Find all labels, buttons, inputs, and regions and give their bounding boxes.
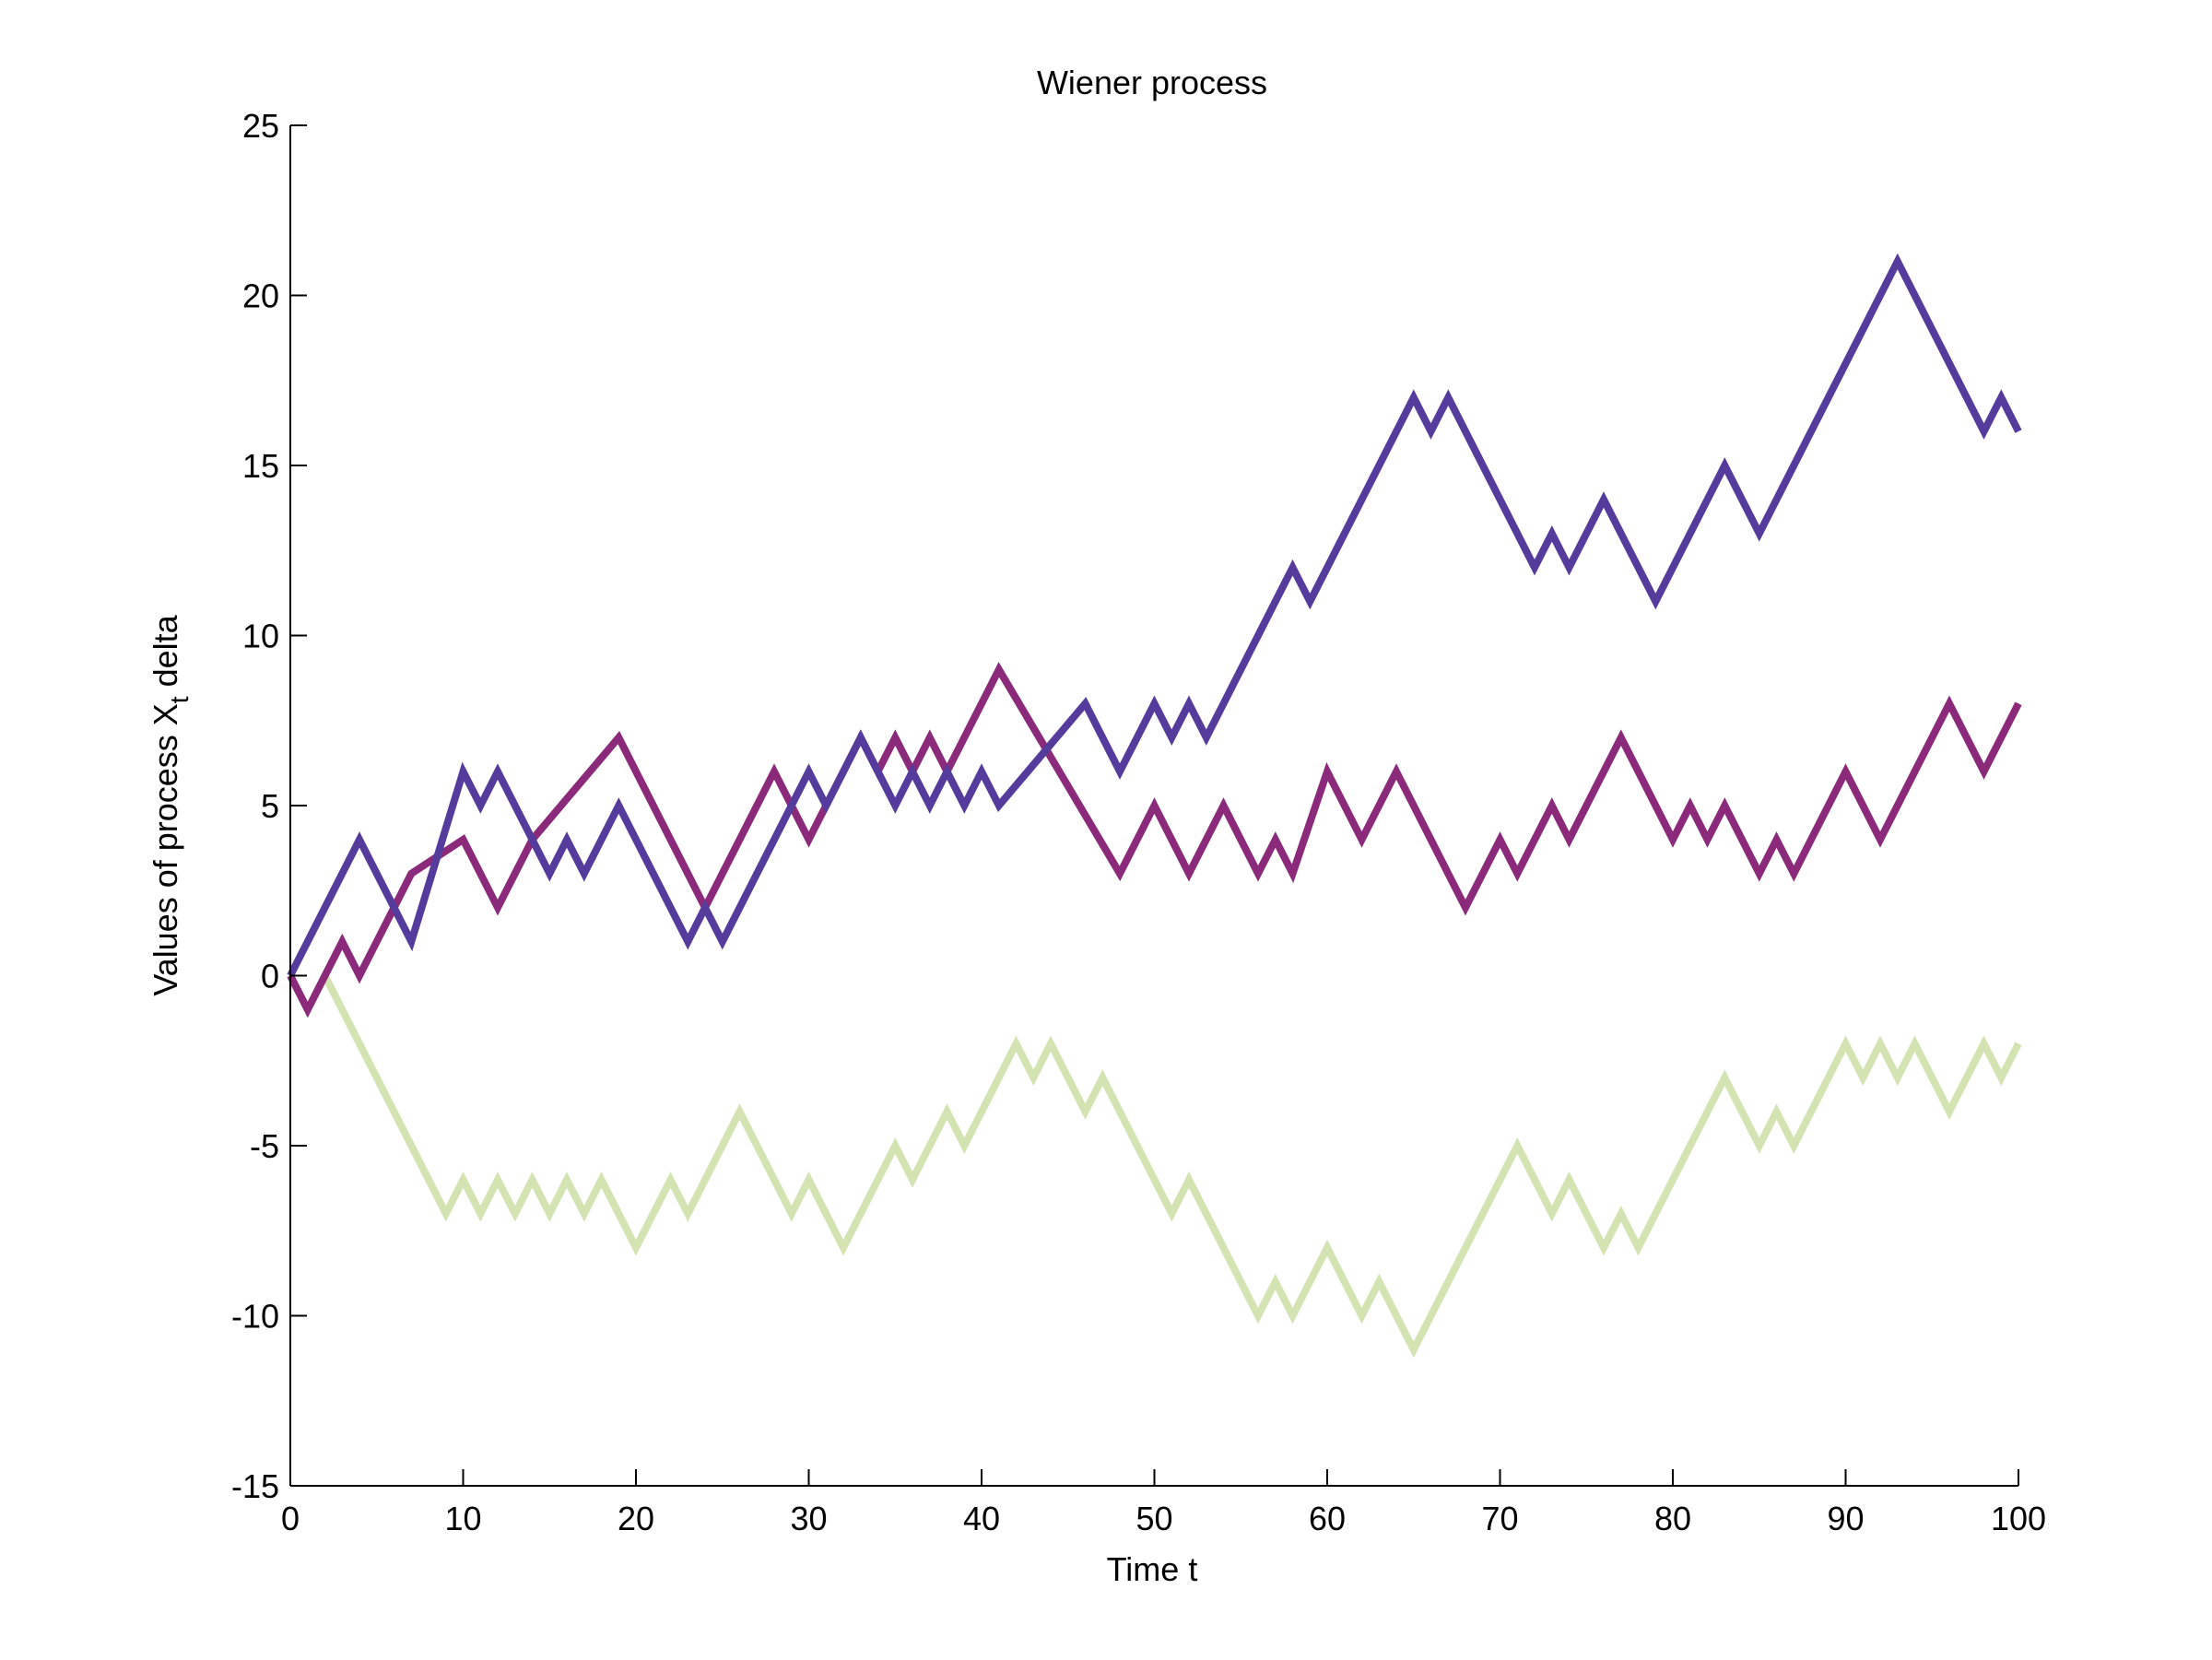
y-tick-label: -5: [250, 1127, 279, 1165]
y-tick-label: 10: [242, 618, 279, 655]
y-tick-label: -15: [231, 1467, 279, 1505]
series-line-2: [287, 662, 2022, 1018]
y-axis-label: Values of process Xt delta: [147, 614, 194, 995]
y-axis-label-subscript: t: [165, 696, 194, 703]
plot-series: [287, 253, 2022, 1359]
series-line-3: [287, 253, 2022, 978]
x-tick-label: 10: [444, 1500, 481, 1537]
y-tick-label: 5: [261, 787, 279, 825]
y-tick-label: 20: [242, 277, 279, 315]
x-tick-label: 60: [1309, 1500, 1346, 1537]
x-tick-label: 70: [1481, 1500, 1518, 1537]
x-tick-label: 50: [1135, 1500, 1172, 1537]
x-ticks: 0 10 20 30 40 50 60 70 80 90 100: [281, 1469, 2046, 1537]
y-tick-label: -10: [231, 1298, 279, 1336]
x-tick-label: 30: [790, 1500, 827, 1537]
x-tick-label: 40: [963, 1500, 1000, 1537]
y-axis-label-suffix: delta: [147, 614, 184, 696]
series-line-1: [287, 967, 2022, 1359]
y-tick-label: 15: [242, 447, 279, 485]
y-tick-label: 0: [261, 958, 279, 995]
x-tick-label: 90: [1827, 1500, 1864, 1537]
x-tick-label: 0: [281, 1500, 300, 1537]
y-ticks: -15 -10 -5 0 5 10 15 20 25: [231, 107, 307, 1505]
x-tick-label: 80: [1654, 1500, 1691, 1537]
chart-title: Wiener process: [1037, 64, 1267, 101]
x-tick-label: 100: [1991, 1500, 2046, 1537]
y-tick-label: 25: [242, 107, 279, 145]
x-axis-label: Time t: [1107, 1550, 1198, 1588]
x-tick-label: 20: [618, 1500, 654, 1537]
y-axis-label-prefix: Values of process X: [147, 703, 184, 996]
